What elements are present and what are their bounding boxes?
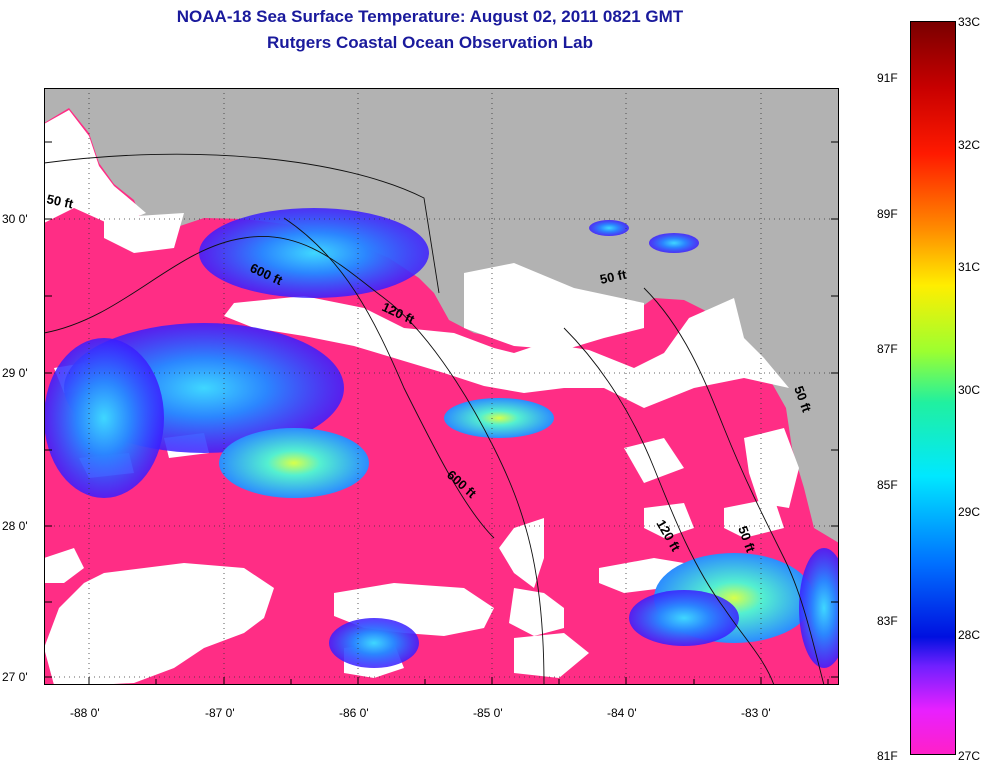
lon-tick-label: -85 0' [473,706,503,720]
lon-tick-label: -84 0' [607,706,637,720]
colorbar-celsius-label: 29C [958,505,981,519]
colorbar-fahrenheit-label: 83F [877,614,898,628]
colorbar-celsius-label: 28C [958,628,981,642]
colorbar-fahrenheit-label: 91F [877,71,898,85]
colorbar-celsius-label: 33C [958,15,981,29]
isobath-label: 50 ft [45,191,75,211]
cool-sst-patches [44,208,839,668]
lat-tick-label: 28 0' [2,519,28,533]
tick-marks [44,141,839,685]
isobath-label: 50 ft [599,267,629,287]
colorbar-fahrenheit-label: 89F [877,207,898,221]
colorbar-gradient [911,22,955,754]
colorbar-celsius-label: 31C [958,260,981,274]
lat-tick-label: 29 0' [2,366,28,380]
chart-subtitle: Rutgers Coastal Ocean Observation Lab [267,33,593,52]
lat-tick-label: 30 0' [2,212,28,226]
land [44,88,839,543]
map-frame [44,88,839,685]
isobath-contours [44,153,825,685]
lon-tick-label: -87 0' [205,706,235,720]
chart-title: NOAA-18 Sea Surface Temperature: August … [176,7,684,26]
map-canvas: 50 ft 600 ft 120 ft 50 ft 600 ft 120 ft … [44,88,839,685]
lon-tick-label: -88 0' [70,706,100,720]
colorbar-fahrenheit-label: 81F [877,749,898,763]
colorbar-fahrenheit-label: 87F [877,342,898,356]
lon-tick-label: -86 0' [339,706,369,720]
colorbar [910,21,956,755]
sst-map: 50 ft 600 ft 120 ft 50 ft 600 ft 120 ft … [44,88,839,685]
colorbar-celsius-label: 27C [958,749,981,763]
lon-tick-label: -83 0' [741,706,771,720]
colorbar-fahrenheit-label: 85F [877,478,898,492]
colorbar-celsius-label: 30C [958,383,981,397]
colorbar-celsius-label: 32C [958,138,981,152]
lat-tick-label: 27 0' [2,670,28,684]
